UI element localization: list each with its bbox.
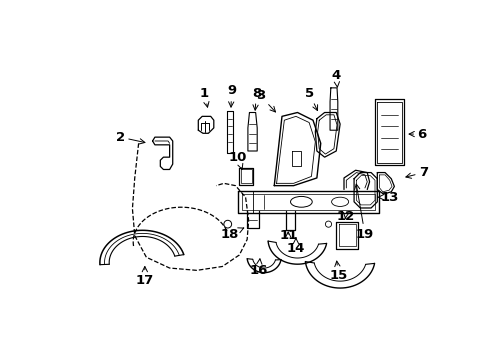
Text: 16: 16 bbox=[249, 259, 267, 277]
Text: 11: 11 bbox=[279, 229, 297, 242]
Text: 8: 8 bbox=[251, 87, 261, 110]
Text: 10: 10 bbox=[228, 150, 246, 169]
Text: 18: 18 bbox=[221, 228, 243, 240]
Text: 3: 3 bbox=[255, 89, 275, 112]
Text: 19: 19 bbox=[354, 184, 373, 240]
Text: 17: 17 bbox=[136, 266, 154, 287]
Text: 14: 14 bbox=[286, 238, 305, 255]
Text: 15: 15 bbox=[329, 261, 347, 282]
Text: 5: 5 bbox=[304, 87, 317, 111]
Text: 2: 2 bbox=[115, 131, 144, 144]
Text: 1: 1 bbox=[200, 87, 209, 107]
Text: 12: 12 bbox=[336, 210, 354, 223]
Text: 4: 4 bbox=[331, 69, 340, 87]
Text: 13: 13 bbox=[377, 191, 398, 204]
Text: 6: 6 bbox=[408, 127, 426, 140]
Text: 9: 9 bbox=[226, 85, 236, 107]
Text: 7: 7 bbox=[405, 166, 427, 179]
